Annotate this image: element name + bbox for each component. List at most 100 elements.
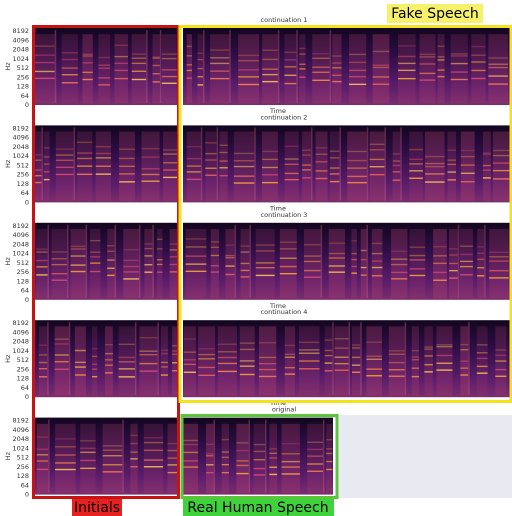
harmonic (332, 75, 341, 76)
burst (458, 225, 460, 298)
burst (234, 225, 236, 298)
harmonic (304, 255, 321, 256)
harmonic (98, 84, 110, 85)
harmonic (451, 55, 468, 56)
harmonic (55, 454, 76, 455)
harmonic (211, 241, 219, 242)
harmonic (198, 53, 204, 54)
harmonic (187, 179, 201, 180)
energy-band (424, 326, 432, 395)
harmonic (80, 440, 95, 441)
y-axis-label: Hz (4, 62, 12, 71)
burst (296, 30, 298, 103)
energy-band (210, 34, 229, 103)
harmonic (398, 78, 416, 79)
harmonic (398, 70, 416, 71)
harmonic (219, 152, 227, 153)
y-tick-label: 4096 (12, 328, 29, 336)
harmonic (198, 375, 215, 376)
energy-band (183, 424, 198, 493)
y-tick-label: 64 (21, 189, 29, 197)
energy-band (71, 229, 86, 298)
harmonic (219, 175, 227, 176)
harmonic (183, 440, 198, 441)
energy-band (262, 132, 278, 201)
harmonic (460, 344, 468, 345)
harmonic (436, 344, 452, 345)
harmonic (332, 62, 341, 63)
harmonic (206, 472, 213, 473)
harmonic (163, 177, 177, 178)
energy-band (349, 34, 366, 103)
harmonic (347, 176, 367, 177)
harmonic (187, 70, 192, 71)
y-tick-label: 2048 (12, 338, 29, 346)
harmonic (187, 158, 201, 159)
energy-band (56, 132, 74, 201)
harmonic (170, 271, 177, 272)
harmonic (240, 360, 255, 361)
harmonic (172, 345, 177, 346)
harmonic (347, 151, 367, 152)
harmonic (114, 63, 128, 64)
harmonic (51, 264, 67, 265)
harmonic (161, 353, 168, 354)
harmonic (330, 167, 340, 168)
harmonic (412, 350, 419, 351)
harmonic (460, 266, 473, 267)
harmonic (35, 78, 55, 79)
harmonic (39, 345, 47, 346)
harmonic (329, 243, 345, 244)
harmonic (391, 278, 407, 279)
harmonic (351, 266, 357, 267)
harmonic (139, 363, 157, 364)
harmonic (285, 367, 295, 368)
harmonic (477, 352, 488, 353)
harmonic (495, 376, 506, 377)
harmonic (436, 363, 452, 364)
harmonic (373, 51, 390, 52)
harmonic (389, 369, 405, 370)
harmonic (98, 65, 110, 66)
energy-band (398, 34, 416, 103)
harmonic (238, 76, 259, 77)
harmonic (352, 344, 360, 345)
harmonic (167, 450, 177, 451)
y-tick-label: 1024 (12, 347, 29, 355)
energy-band (162, 34, 177, 103)
energy-band (493, 132, 510, 201)
harmonic (352, 357, 360, 358)
harmonic (183, 460, 198, 461)
harmonic (236, 450, 248, 451)
burst (69, 322, 71, 395)
energy-band (225, 229, 234, 298)
energy-band (51, 229, 67, 298)
burst (249, 225, 251, 298)
energy-band (132, 34, 146, 103)
harmonic (302, 154, 311, 155)
harmonic (389, 376, 405, 377)
real-tag: Real Human Speech (187, 500, 328, 516)
harmonic (170, 249, 177, 250)
harmonic (107, 275, 114, 276)
harmonic (90, 262, 100, 263)
harmonic (123, 249, 139, 250)
harmonic (285, 179, 299, 180)
harmonic (256, 267, 275, 268)
harmonic (334, 363, 348, 364)
harmonic (477, 358, 488, 359)
harmonic (280, 273, 297, 274)
y-tick-label: 512 (17, 161, 29, 169)
harmonic (75, 349, 86, 350)
energy-band (285, 132, 299, 201)
energy-band (35, 34, 55, 103)
harmonic (437, 76, 444, 77)
harmonic (210, 78, 229, 79)
harmonic (477, 246, 484, 247)
harmonic (424, 346, 432, 347)
harmonic (269, 453, 277, 454)
harmonic (123, 278, 139, 279)
harmonic (222, 472, 229, 473)
harmonic (44, 171, 50, 172)
harmonic (153, 56, 160, 57)
